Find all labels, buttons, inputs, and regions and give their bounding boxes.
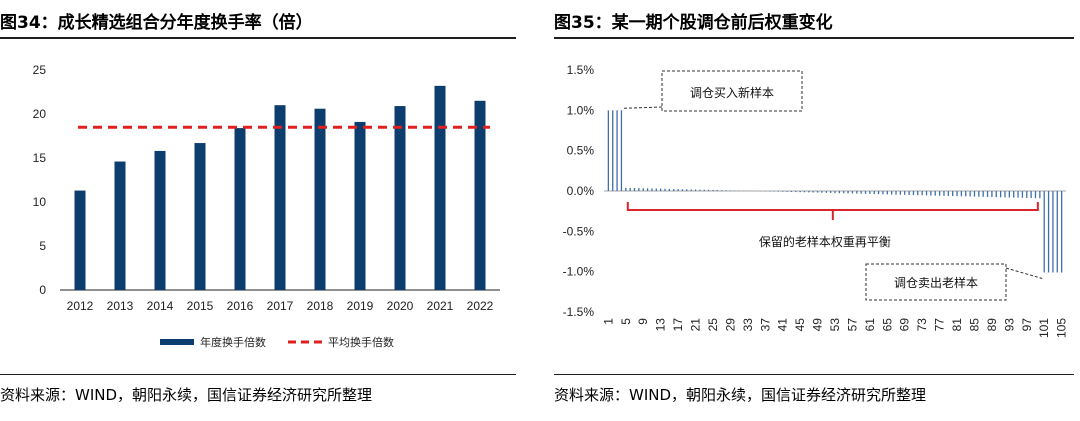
- y-tick-label: -0.5%: [563, 224, 595, 238]
- x-tick-label: 21: [689, 318, 703, 332]
- bar: [274, 105, 286, 290]
- retained-label: 保留的老样本权重再平衡: [759, 234, 891, 249]
- x-tick-label: 2018: [307, 299, 334, 313]
- y-tick-label: 5: [39, 239, 46, 253]
- bought-callout-leader: [622, 106, 663, 109]
- x-tick-label: 65: [880, 318, 894, 332]
- y-tick-label: -1.0%: [563, 265, 595, 279]
- legend-swatch-bars: [160, 339, 194, 345]
- y-tick-label: 25: [33, 63, 47, 77]
- bar: [394, 106, 406, 290]
- x-tick-label: 2015: [187, 299, 214, 313]
- legend-label-average: 平均换手倍数: [328, 335, 394, 349]
- x-tick-label: 2021: [427, 299, 454, 313]
- x-tick-label: 101: [1037, 318, 1051, 338]
- bar: [434, 85, 446, 290]
- y-tick-label: 0.0%: [567, 184, 595, 198]
- sold-callout-label: 调仓卖出老样本: [894, 275, 978, 290]
- x-tick-label: 25: [706, 318, 720, 332]
- left-title-rule: [0, 37, 516, 39]
- bar: [194, 143, 206, 290]
- left-chart-panel: 图34：成长精选组合分年度换手率（倍） 0 5 10 15 20 25 2012 2013 20…: [0, 0, 516, 421]
- x-tick-label: 2019: [347, 299, 374, 313]
- left-chart-title: 图34：成长精选组合分年度换手率（倍）: [0, 13, 313, 33]
- bar: [154, 150, 166, 290]
- x-tick-label: 57: [845, 318, 859, 332]
- x-tick-label: 17: [671, 318, 685, 332]
- x-tick-label: 5: [619, 318, 633, 325]
- sold-callout-leader: [1005, 267, 1043, 279]
- left-source-rule: [0, 374, 516, 375]
- bar: [354, 121, 366, 290]
- x-tick-label: 49: [811, 318, 825, 332]
- x-tick-label: 53: [828, 318, 842, 332]
- x-tick-label: 69: [898, 318, 912, 332]
- right-source-rule: [554, 374, 1074, 375]
- y-tick-label: 0.5%: [567, 144, 595, 158]
- x-tick-label: 37: [758, 318, 772, 332]
- x-tick-label: 1: [601, 318, 615, 325]
- sold-callout-box: [865, 263, 1007, 301]
- x-tick-label: 2014: [147, 299, 174, 313]
- bar: [234, 128, 246, 290]
- right-chart-panel: 图35：某一期个股调仓前后权重变化 1.5% 1.0% 0.5% 0.0% -0.5% -…: [554, 0, 1074, 421]
- turnover-bar-chart: 0 5 10 15 20 25 2012 2013 2014 2015 2016 2017 2018 20…: [33, 63, 500, 349]
- x-tick-label: 81: [950, 318, 964, 332]
- x-tick-label: 13: [654, 318, 668, 332]
- weight-change-chart: 1.5% 1.0% 0.5% 0.0% -0.5% -1.0% -1.5% 1 5 9 13 17 21…: [563, 63, 1069, 338]
- x-tick-label: 29: [723, 318, 737, 332]
- retained-bracket: [626, 202, 1039, 220]
- bar: [114, 161, 126, 290]
- x-tick-label: 45: [793, 318, 807, 332]
- right-source-note: 资料来源：WIND，朝阳永续，国信证券经济研究所整理: [554, 386, 927, 404]
- bar: [74, 190, 86, 290]
- bought-callout-label: 调仓买入新样本: [690, 85, 774, 100]
- right-title-rule: [554, 37, 1074, 39]
- legend-label-bars: 年度换手倍数: [200, 335, 266, 349]
- x-tick-label: 105: [1055, 318, 1069, 338]
- x-tick-label: 77: [933, 318, 947, 332]
- y-tick-label: 15: [33, 151, 47, 165]
- left-source-note: 资料来源：WIND，朝阳永续，国信证券经济研究所整理: [0, 386, 373, 404]
- x-tick-label: 73: [915, 318, 929, 332]
- y-tick-label: 1.5%: [567, 63, 595, 77]
- x-tick-label: 2022: [467, 299, 494, 313]
- y-tick-label: 1.0%: [567, 103, 595, 117]
- x-tick-label: 2017: [267, 299, 294, 313]
- x-tick-label: 61: [863, 318, 877, 332]
- y-tick-label: -1.5%: [563, 305, 595, 319]
- x-tick-label: 97: [1020, 318, 1034, 332]
- bar: [314, 108, 326, 290]
- x-tick-label: 89: [985, 318, 999, 332]
- x-tick-label: 93: [1002, 318, 1016, 332]
- y-tick-label: 20: [33, 107, 47, 121]
- y-tick-label: 0: [39, 283, 46, 297]
- bought-callout-box: [661, 70, 803, 112]
- y-tick-label: 10: [33, 195, 47, 209]
- x-tick-label: 2016: [227, 299, 254, 313]
- x-tick-label: 2012: [67, 299, 94, 313]
- x-tick-label: 2020: [387, 299, 414, 313]
- x-tick-label: 2013: [107, 299, 134, 313]
- right-chart-title: 图35：某一期个股调仓前后权重变化: [554, 13, 833, 33]
- x-tick-label: 41: [776, 318, 790, 332]
- x-tick-label: 33: [741, 318, 755, 332]
- x-tick-label: 9: [636, 318, 650, 325]
- bar: [474, 100, 486, 290]
- x-tick-label: 85: [967, 318, 981, 332]
